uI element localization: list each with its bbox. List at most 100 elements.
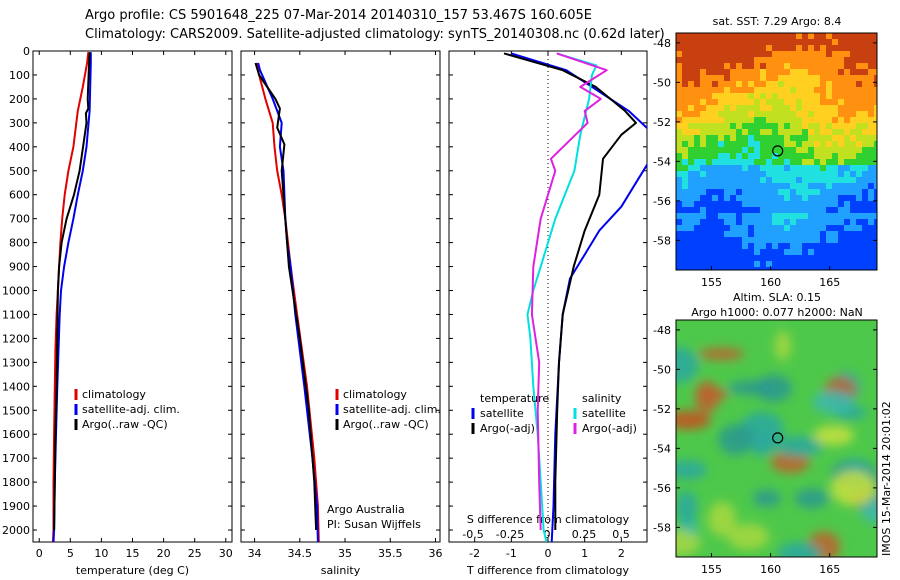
sst-cell (754, 117, 760, 123)
sst-cell (802, 237, 808, 243)
sst-cell (742, 213, 748, 219)
sst-cell (682, 123, 688, 129)
sst-cell (676, 177, 682, 183)
sst-cell (730, 93, 736, 99)
sst-cell (826, 177, 832, 183)
sst-cell (754, 129, 760, 135)
sst-cell (724, 255, 730, 261)
sst-cell (832, 69, 838, 75)
sst-cell (796, 129, 802, 135)
sst-cell (820, 51, 826, 57)
sst-cell (808, 147, 814, 153)
sst-cell (790, 243, 796, 249)
sst-cell (856, 177, 862, 183)
sst-cell (754, 207, 760, 213)
sst-cell (874, 75, 877, 81)
sst-cell (856, 105, 862, 111)
sst-cell (796, 39, 802, 45)
sst-cell (832, 75, 838, 81)
sst-cell (700, 141, 706, 147)
sst-cell (856, 141, 862, 147)
sst-cell (682, 99, 688, 105)
sst-cell (838, 75, 844, 81)
sst-cell (790, 33, 796, 39)
sst-cell (796, 237, 802, 243)
sst-cell (808, 195, 814, 201)
sst-cell (754, 159, 760, 165)
sst-cell (694, 111, 700, 117)
sst-cell (850, 123, 856, 129)
sst-cell (796, 33, 802, 39)
sst-cell (718, 177, 724, 183)
sst-cell (700, 69, 706, 75)
sst-cell (862, 261, 868, 267)
x-tick-label: 36 (428, 547, 442, 560)
sst-cell (802, 249, 808, 255)
sst-cell (784, 165, 790, 171)
sst-cell (796, 219, 802, 225)
sst-cell (772, 165, 778, 171)
sst-cell (784, 189, 790, 195)
sst-cell (754, 63, 760, 69)
sst-cell (760, 63, 766, 69)
sst-cell (700, 63, 706, 69)
legend-label: Argo(..raw -QC) (82, 418, 168, 431)
sst-cell (868, 165, 874, 171)
sst-cell (832, 201, 838, 207)
sst-cell (712, 177, 718, 183)
sst-cell (766, 93, 772, 99)
sst-cell (850, 147, 856, 153)
sst-cell (820, 39, 826, 45)
sst-cell (862, 195, 868, 201)
sst-cell (766, 81, 772, 87)
sst-cell (712, 207, 718, 213)
sst-cell (736, 177, 742, 183)
sst-cell (874, 81, 877, 87)
sst-cell (772, 45, 778, 51)
sst-cell (808, 93, 814, 99)
sst-cell (832, 213, 838, 219)
sst-cell (694, 159, 700, 165)
sst-cell (778, 87, 784, 93)
sst-cell (850, 225, 856, 231)
sst-cell (838, 189, 844, 195)
sst-cell (820, 45, 826, 51)
sst-cell (820, 57, 826, 63)
sst-cell (802, 63, 808, 69)
sst-cell (808, 63, 814, 69)
sst-cell (736, 267, 742, 270)
sst-cell (676, 93, 682, 99)
sla-anomaly (708, 501, 737, 537)
sst-cell (820, 129, 826, 135)
sst-cell (688, 105, 694, 111)
sst-cell (766, 225, 772, 231)
sst-cell (838, 255, 844, 261)
x-tick-label: 35.5 (378, 547, 403, 560)
sst-cell (814, 45, 820, 51)
sst-cell (700, 45, 706, 51)
sst-cell (742, 189, 748, 195)
sst-cell (874, 267, 877, 270)
sst-cell (682, 141, 688, 147)
sst-cell (838, 129, 844, 135)
sst-cell (676, 105, 682, 111)
sst-cell (796, 165, 802, 171)
sst-cell (766, 153, 772, 159)
sst-cell (742, 195, 748, 201)
sst-cell (688, 33, 694, 39)
sst-cell (688, 195, 694, 201)
sst-cell (844, 33, 850, 39)
sst-cell (838, 39, 844, 45)
sst-cell (868, 111, 874, 117)
sst-cell (868, 237, 874, 243)
sst-cell (808, 81, 814, 87)
sst-cell (772, 57, 778, 63)
sst-cell (676, 249, 682, 255)
sst-cell (814, 69, 820, 75)
sst-cell (862, 39, 868, 45)
sst-cell (676, 99, 682, 105)
y-tick-label: 1600 (2, 428, 30, 441)
sst-cell (826, 249, 832, 255)
sst-cell (862, 231, 868, 237)
sla-anomaly (698, 347, 745, 361)
